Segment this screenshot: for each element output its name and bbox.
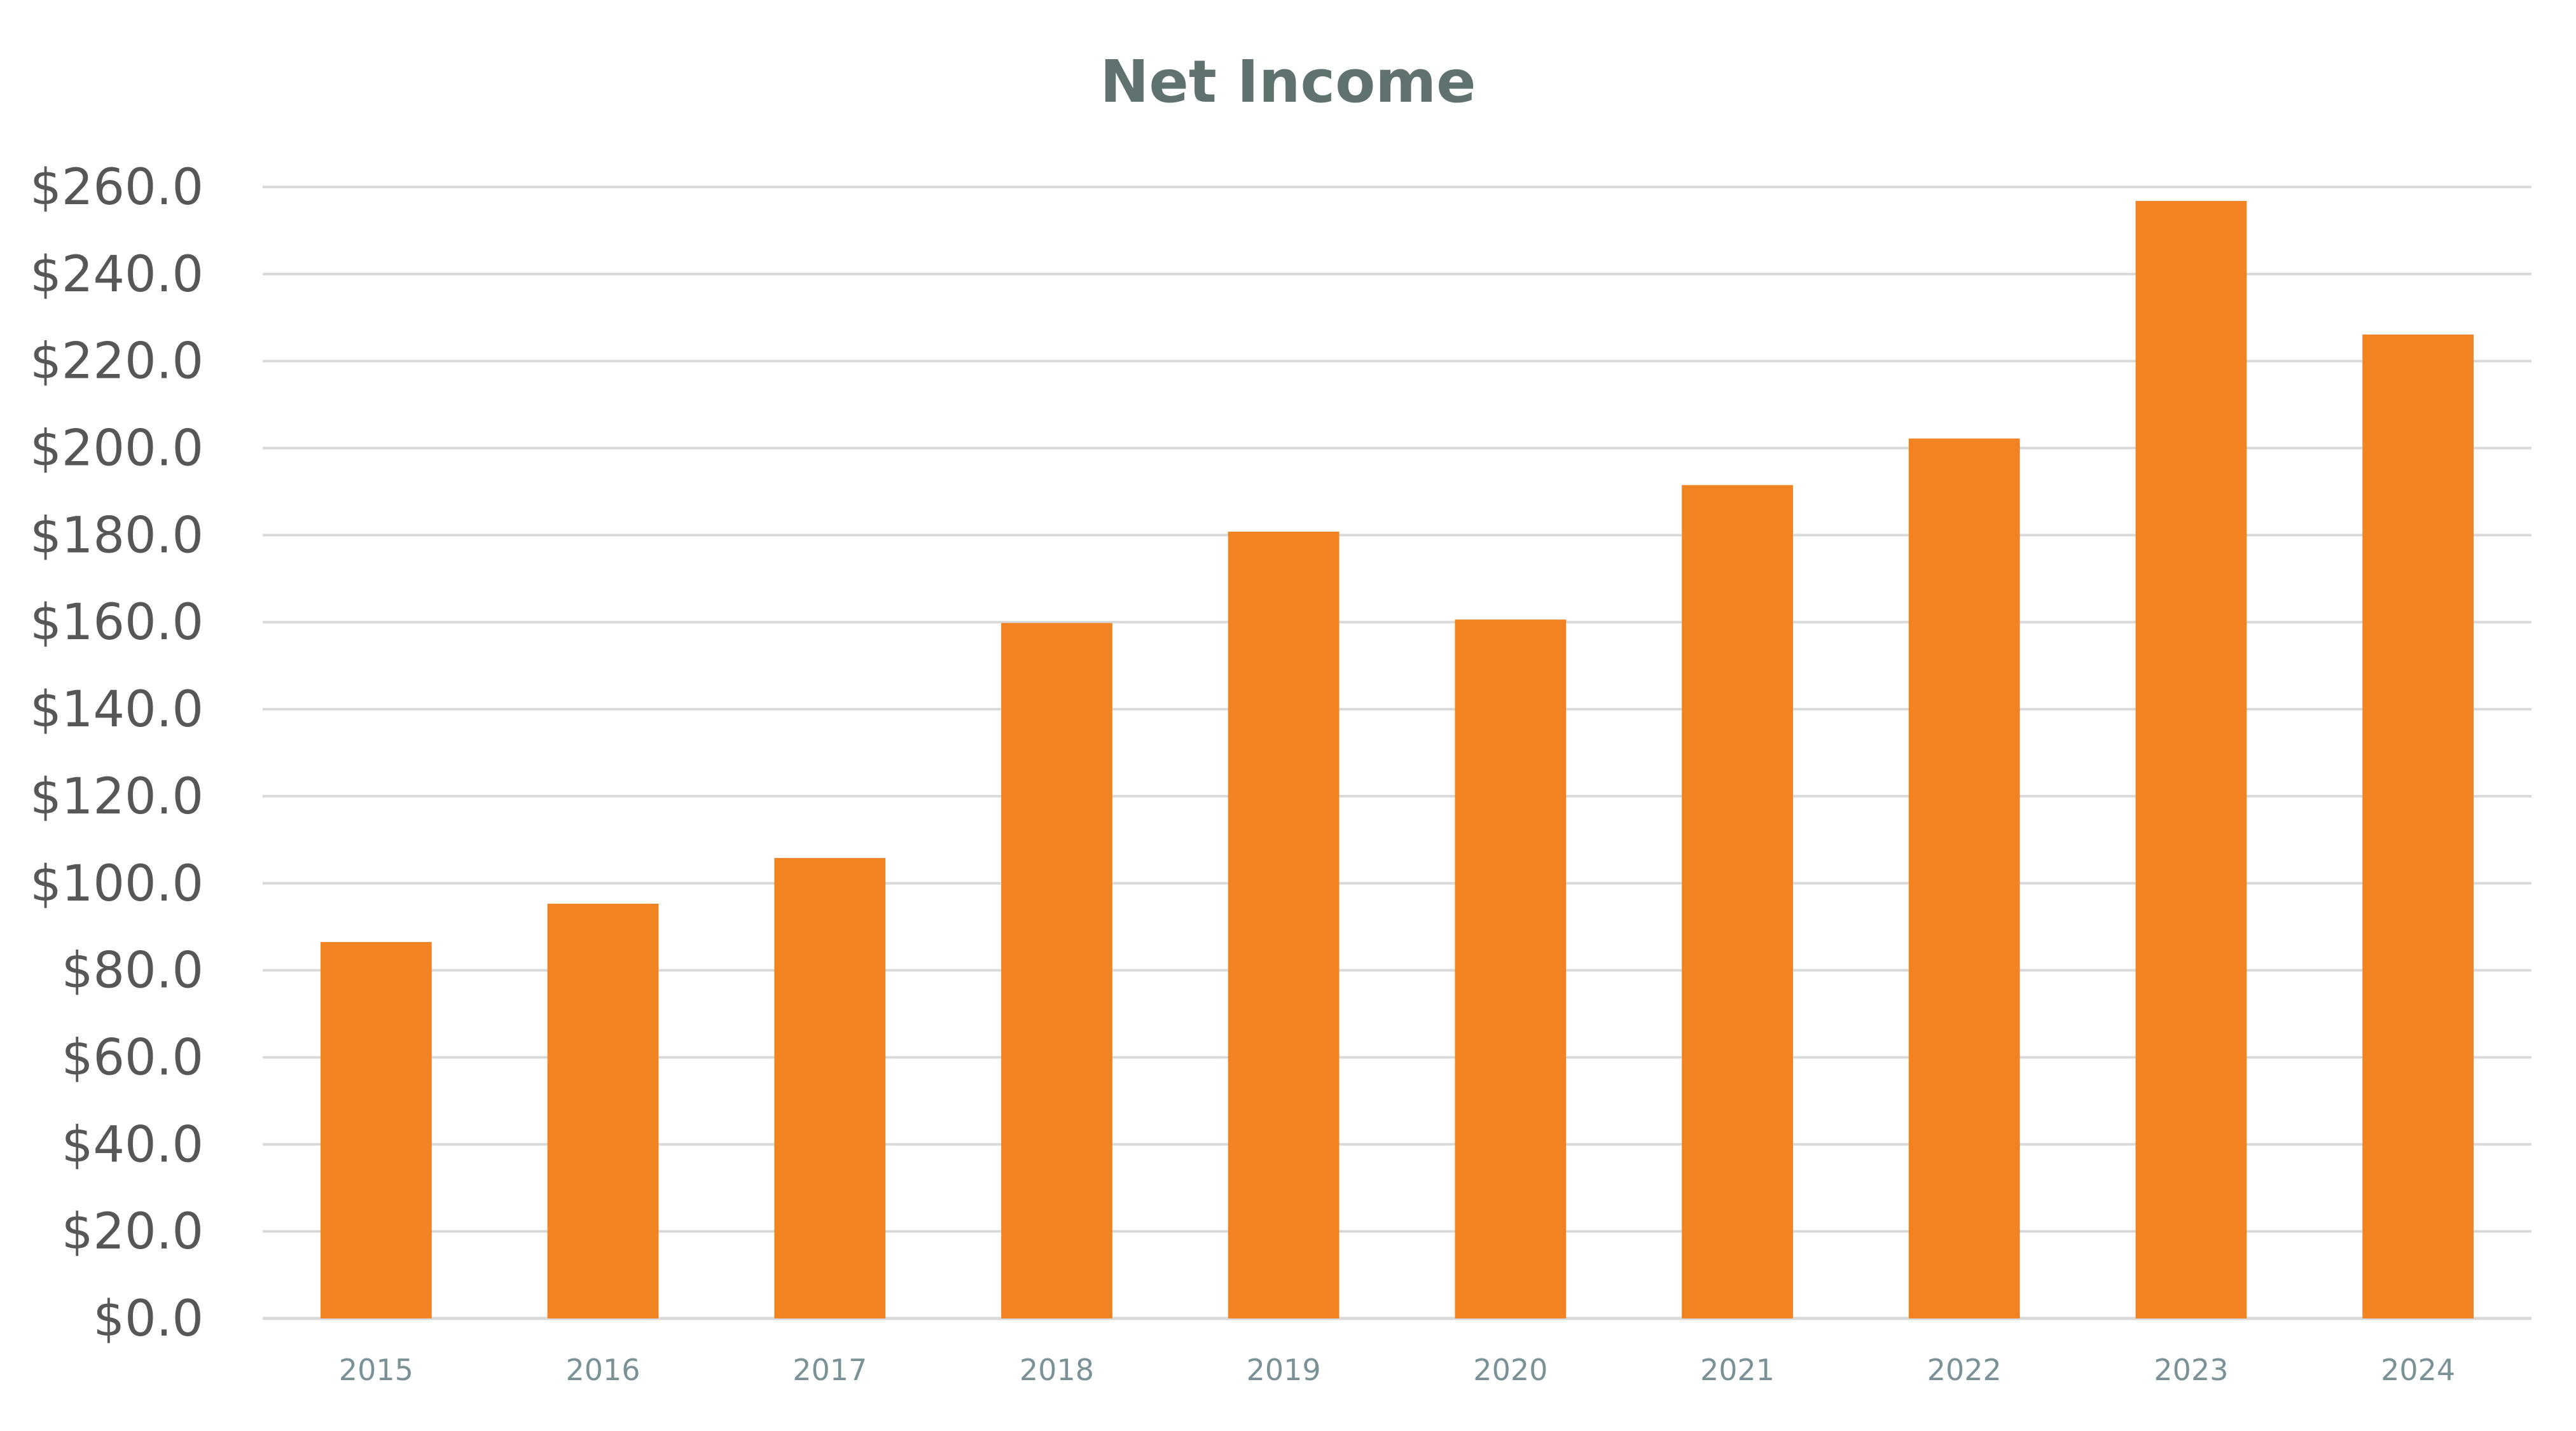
y-tick-label: $80.0 [62, 943, 204, 1000]
x-tick-label: 2022 [1927, 1353, 2002, 1387]
x-tick-label: 2018 [1020, 1353, 1094, 1387]
x-tick-label: 2021 [1700, 1353, 1775, 1387]
x-tick-label: 2019 [1247, 1353, 1321, 1387]
y-tick-label: $40.0 [62, 1116, 204, 1173]
x-tick-label: 2023 [2154, 1353, 2228, 1387]
y-tick-label: $160.0 [30, 594, 204, 651]
bar-2024 [2362, 334, 2474, 1318]
y-tick-label: $140.0 [30, 681, 204, 738]
y-tick-label: $120.0 [30, 768, 204, 826]
x-tick-label: 2020 [1473, 1353, 1548, 1387]
y-tick-label: $20.0 [62, 1203, 204, 1261]
x-tick-label: 2015 [339, 1353, 413, 1387]
x-axis-labels: 2015 2016 2017 2018 2019 2020 2021 2022 2023 2024 [339, 1353, 2455, 1387]
y-axis-labels: $0.0 $20.0 $40.0 $60.0 $80.0 $100.0 $120.0 $140… [30, 159, 204, 1348]
x-tick-label: 2017 [793, 1353, 867, 1387]
bar-2015 [320, 942, 432, 1318]
bar-2021 [1682, 485, 1793, 1319]
x-tick-label: 2024 [2381, 1353, 2455, 1387]
y-tick-label: $60.0 [62, 1029, 204, 1086]
bars [320, 200, 2474, 1319]
bar-2020 [1455, 619, 1567, 1318]
y-tick-label: $180.0 [30, 507, 204, 564]
y-tick-label: $220.0 [30, 333, 204, 391]
y-tick-label: $200.0 [30, 420, 204, 478]
bar-2017 [774, 858, 886, 1318]
y-tick-label: $100.0 [30, 855, 204, 913]
bar-2023 [2135, 200, 2247, 1318]
bar-2018 [1001, 623, 1112, 1318]
bar-2019 [1228, 531, 1340, 1318]
y-tick-label: $240.0 [30, 246, 204, 303]
bar-2022 [1908, 438, 2020, 1319]
x-tick-label: 2016 [566, 1353, 641, 1387]
y-tick-label: $0.0 [93, 1290, 204, 1348]
y-tick-label: $260.0 [30, 159, 204, 216]
chart-title: Net Income [1100, 48, 1476, 116]
bar-2016 [547, 903, 659, 1318]
